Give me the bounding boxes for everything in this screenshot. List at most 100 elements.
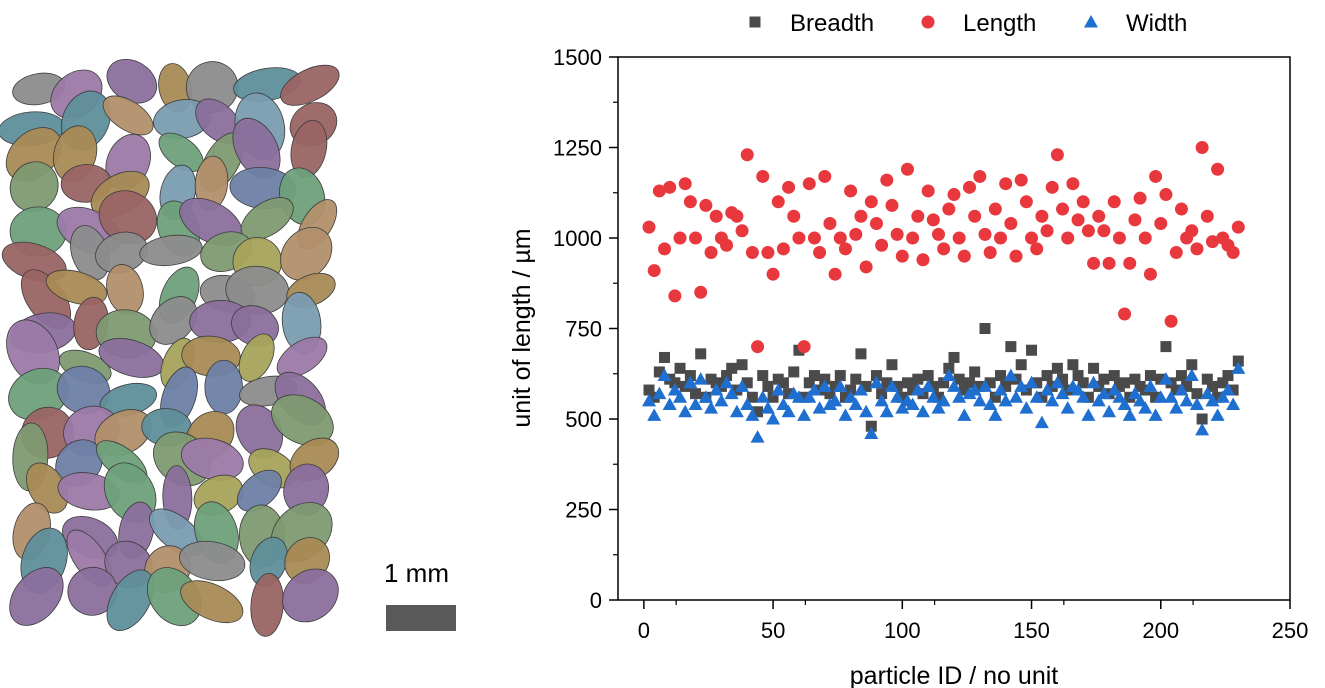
width-point (1081, 408, 1096, 421)
legend-marker-breadth (749, 16, 761, 28)
width-point (993, 383, 1008, 396)
breadth-point (1041, 370, 1053, 382)
y-axis-label: unit of length / µm (508, 228, 536, 427)
width-point (1122, 408, 1137, 421)
length-point (957, 249, 971, 263)
width-point (1215, 390, 1230, 403)
width-point (1184, 368, 1199, 382)
particle (280, 226, 333, 281)
length-point (854, 209, 868, 223)
breadth-point (881, 377, 893, 389)
particle (276, 336, 328, 378)
length-point (1035, 209, 1049, 223)
breadth-point (922, 370, 934, 382)
width-point (1091, 393, 1106, 407)
width-point (890, 390, 905, 403)
width-point (952, 390, 967, 403)
width-point (755, 390, 770, 403)
breadth-point (819, 373, 831, 385)
length-point (890, 227, 904, 241)
breadth-point (659, 351, 671, 363)
length-point (766, 267, 780, 281)
width-point (1029, 390, 1044, 403)
width-point (735, 379, 750, 392)
breadth-point (1206, 380, 1218, 392)
length-point (1226, 245, 1240, 259)
length-point (911, 209, 925, 223)
length-point (1200, 209, 1214, 223)
width-point (1014, 379, 1029, 392)
length-point (1087, 256, 1101, 270)
length-point (771, 195, 785, 209)
width-point (714, 393, 729, 407)
chart-legend: Breadth Length Width (749, 10, 1187, 37)
particle (250, 572, 284, 637)
breadth-point (1005, 341, 1017, 353)
width-point (833, 379, 848, 392)
width-point (915, 404, 930, 418)
length-point (1056, 202, 1070, 216)
width-point (1169, 401, 1184, 414)
length-point (699, 198, 713, 212)
breadth-point (1227, 384, 1239, 396)
length-point (952, 231, 966, 245)
width-point (838, 408, 853, 421)
width-point (1153, 390, 1168, 403)
breadth-point (1155, 373, 1167, 385)
width-point (652, 386, 667, 400)
particle (180, 437, 244, 481)
breadth-point (1098, 373, 1110, 385)
breadth-point (1015, 359, 1027, 371)
length-point (947, 188, 961, 202)
width-point (957, 408, 972, 421)
breadth-point (1072, 370, 1084, 382)
breadth-point (1119, 377, 1131, 389)
length-point (663, 180, 677, 194)
breadth-point (901, 377, 913, 389)
width-point (947, 379, 961, 392)
scale-bar (386, 605, 456, 631)
breadth-point (752, 406, 764, 418)
breadth-point (850, 373, 862, 385)
length-point (1025, 231, 1039, 245)
breadth-point (1129, 373, 1141, 385)
breadth-point (1150, 391, 1162, 403)
length-point (689, 231, 703, 245)
y-tick-label: 0 (590, 588, 602, 613)
particle (45, 269, 108, 306)
breadth-point (886, 359, 898, 371)
width-point (766, 412, 781, 425)
length-point (782, 180, 796, 194)
length-point (1061, 231, 1075, 245)
width-point (848, 397, 863, 411)
width-point (667, 383, 682, 396)
length-point (1066, 177, 1080, 191)
width-point (1034, 415, 1049, 429)
breadth-point (943, 362, 955, 374)
breadth-point (845, 384, 857, 396)
breadth-point (839, 391, 851, 403)
width-point (709, 383, 724, 396)
legend-label-length: Length (963, 10, 1036, 37)
width-point (869, 375, 884, 389)
particle (271, 394, 334, 446)
breadth-point (1232, 355, 1244, 367)
breadth-point (1191, 388, 1203, 400)
width-point (874, 393, 889, 407)
length-point (678, 177, 692, 191)
length-point (1190, 242, 1204, 256)
length-point (652, 184, 666, 198)
breadth-point (1201, 373, 1213, 385)
x-axis: 0 50 100 150 200 250 (638, 600, 1308, 643)
breadth-point (1026, 344, 1038, 356)
breadth-point (669, 377, 681, 389)
width-point (704, 401, 719, 414)
length-point (1118, 307, 1132, 321)
width-point (1195, 422, 1210, 436)
width-point (750, 430, 765, 443)
particle (102, 95, 154, 136)
length-point (1211, 162, 1225, 176)
width-point (1055, 386, 1070, 400)
length-point (1174, 202, 1188, 216)
width-point (1189, 397, 1204, 411)
